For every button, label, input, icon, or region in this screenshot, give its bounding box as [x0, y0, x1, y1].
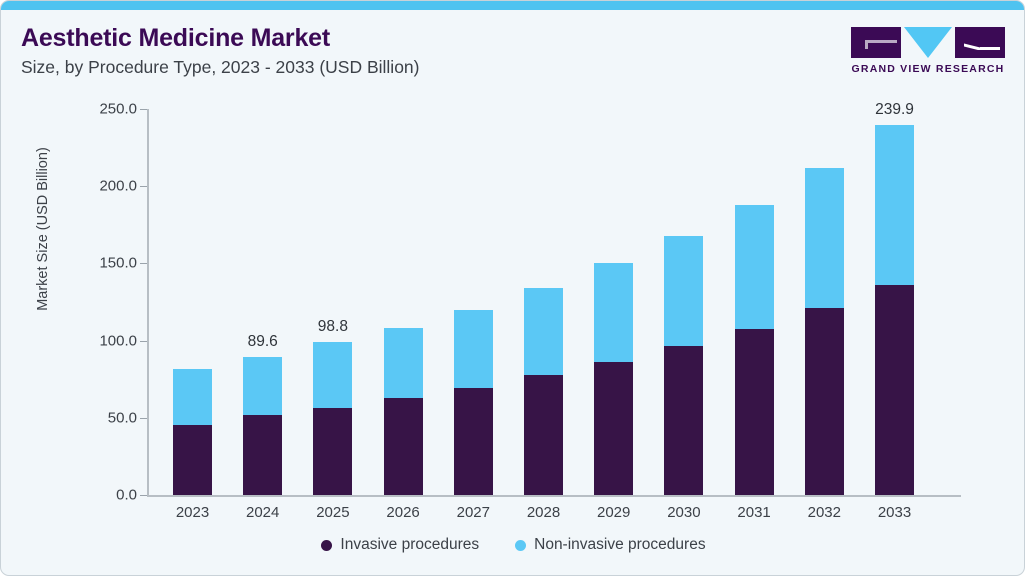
page-title: Aesthetic Medicine Market	[21, 24, 330, 52]
bar-segment-invasive[interactable]	[875, 285, 914, 495]
y-axis-tick-mark	[140, 186, 147, 188]
y-axis-tick-mark	[140, 495, 147, 496]
bar-segment-invasive[interactable]	[664, 346, 704, 495]
bar-segment-non-invasive[interactable]	[875, 124, 914, 286]
x-axis-tick-label: 2027	[456, 504, 490, 521]
y-axis-title: Market Size (USD Billion)	[35, 147, 51, 311]
bar-segment-non-invasive[interactable]	[453, 309, 493, 388]
logo-wordmark: GRAND VIEW RESEARCH	[851, 63, 1005, 75]
bar-group[interactable]	[594, 263, 634, 495]
bar-segment-non-invasive[interactable]	[524, 288, 563, 376]
bar-segment-invasive[interactable]	[453, 387, 493, 495]
y-axis-tick-label: 50.0	[107, 409, 137, 427]
logo-letter-r-slash	[964, 39, 1000, 50]
bar-group[interactable]	[383, 328, 423, 495]
legend-item[interactable]: Invasive procedures	[321, 536, 479, 554]
bar-segment-non-invasive[interactable]	[594, 263, 634, 363]
x-axis-tick-label: 2030	[667, 504, 701, 521]
legend-swatch-icon	[515, 539, 527, 551]
legend-swatch-icon	[321, 539, 333, 551]
bar-group[interactable]	[524, 288, 563, 495]
bar-value-label: 89.6	[247, 332, 278, 350]
y-axis-line	[147, 109, 149, 495]
x-axis-tick-label: 2028	[526, 504, 561, 521]
y-axis-tick-label: 200.0	[99, 177, 137, 195]
y-axis-tick-mark	[140, 340, 147, 342]
x-axis-tick-label: 2023	[175, 504, 210, 521]
top-accent-strip	[1, 1, 1024, 10]
bar-group[interactable]: 89.6	[243, 333, 283, 495]
bar-segment-non-invasive[interactable]	[243, 356, 283, 416]
title-block: Aesthetic Medicine Market Size, by Proce…	[21, 24, 420, 77]
bar-segment-non-invasive[interactable]	[313, 342, 353, 408]
bar-segment-invasive[interactable]	[173, 424, 212, 495]
y-axis-tick-label: 0.0	[116, 486, 137, 504]
legend-label: Invasive procedures	[340, 536, 480, 553]
bar-segment-invasive[interactable]	[383, 397, 423, 495]
bar-segment-non-invasive[interactable]	[734, 204, 774, 330]
x-axis-tick-label: 2033	[877, 504, 912, 521]
bar-segment-non-invasive[interactable]	[173, 369, 212, 425]
y-axis-tick-label: 100.0	[99, 332, 137, 350]
y-axis-tick-label: 150.0	[99, 254, 137, 272]
legend-item[interactable]: Non-invasive procedures	[515, 536, 706, 554]
y-axis-tick-label: 250.0	[99, 100, 137, 118]
legend-label: Non-invasive procedures	[534, 536, 706, 553]
page-subtitle: Size, by Procedure Type, 2023 - 2033 (US…	[21, 56, 420, 77]
bar-segment-non-invasive[interactable]	[804, 167, 844, 309]
x-axis-line	[147, 495, 961, 497]
logo-letter-g-icon	[851, 27, 901, 58]
y-axis-tick-mark	[140, 109, 147, 110]
bar-group[interactable]: 98.8	[313, 318, 353, 495]
bar-segment-invasive[interactable]	[804, 308, 844, 495]
y-axis-tick-mark	[140, 417, 147, 419]
x-axis-tick-label: 2026	[386, 504, 420, 521]
x-axis-tick-label: 2031	[737, 504, 771, 521]
bar-segment-invasive[interactable]	[313, 407, 353, 495]
y-axis-tick-mark	[140, 263, 147, 265]
bar-group[interactable]	[734, 204, 774, 495]
bar-segment-invasive[interactable]	[734, 329, 774, 495]
bar-value-label: 239.9	[875, 100, 914, 118]
chart-header: Aesthetic Medicine Market Size, by Proce…	[1, 10, 1024, 90]
x-axis-tick-label: 2032	[807, 504, 841, 521]
chart-legend: Invasive procedures Non-invasive procedur…	[1, 536, 1024, 554]
x-axis-tick-label: 2024	[246, 504, 280, 521]
bar-group[interactable]	[173, 369, 212, 495]
bar-group[interactable]: 239.9	[875, 101, 914, 495]
bar-segment-invasive[interactable]	[243, 415, 283, 495]
bar-group[interactable]	[804, 167, 844, 495]
bar-segment-non-invasive[interactable]	[664, 236, 704, 347]
bar-segment-non-invasive[interactable]	[383, 328, 423, 398]
logo-marks	[851, 27, 1005, 58]
logo-letter-r-icon	[955, 27, 1005, 58]
bar-value-label: 98.8	[317, 318, 348, 336]
bar-group[interactable]	[453, 309, 493, 495]
bar-group[interactable]	[664, 236, 704, 495]
logo-letter-v-icon	[904, 27, 952, 58]
bar-segment-invasive[interactable]	[594, 362, 634, 495]
x-axis-tick-label: 2025	[316, 504, 350, 521]
x-axis-tick-label: 2029	[597, 504, 631, 521]
bar-segment-invasive[interactable]	[524, 375, 563, 495]
grand-view-research-logo: GRAND VIEW RESEARCH	[851, 27, 1005, 75]
